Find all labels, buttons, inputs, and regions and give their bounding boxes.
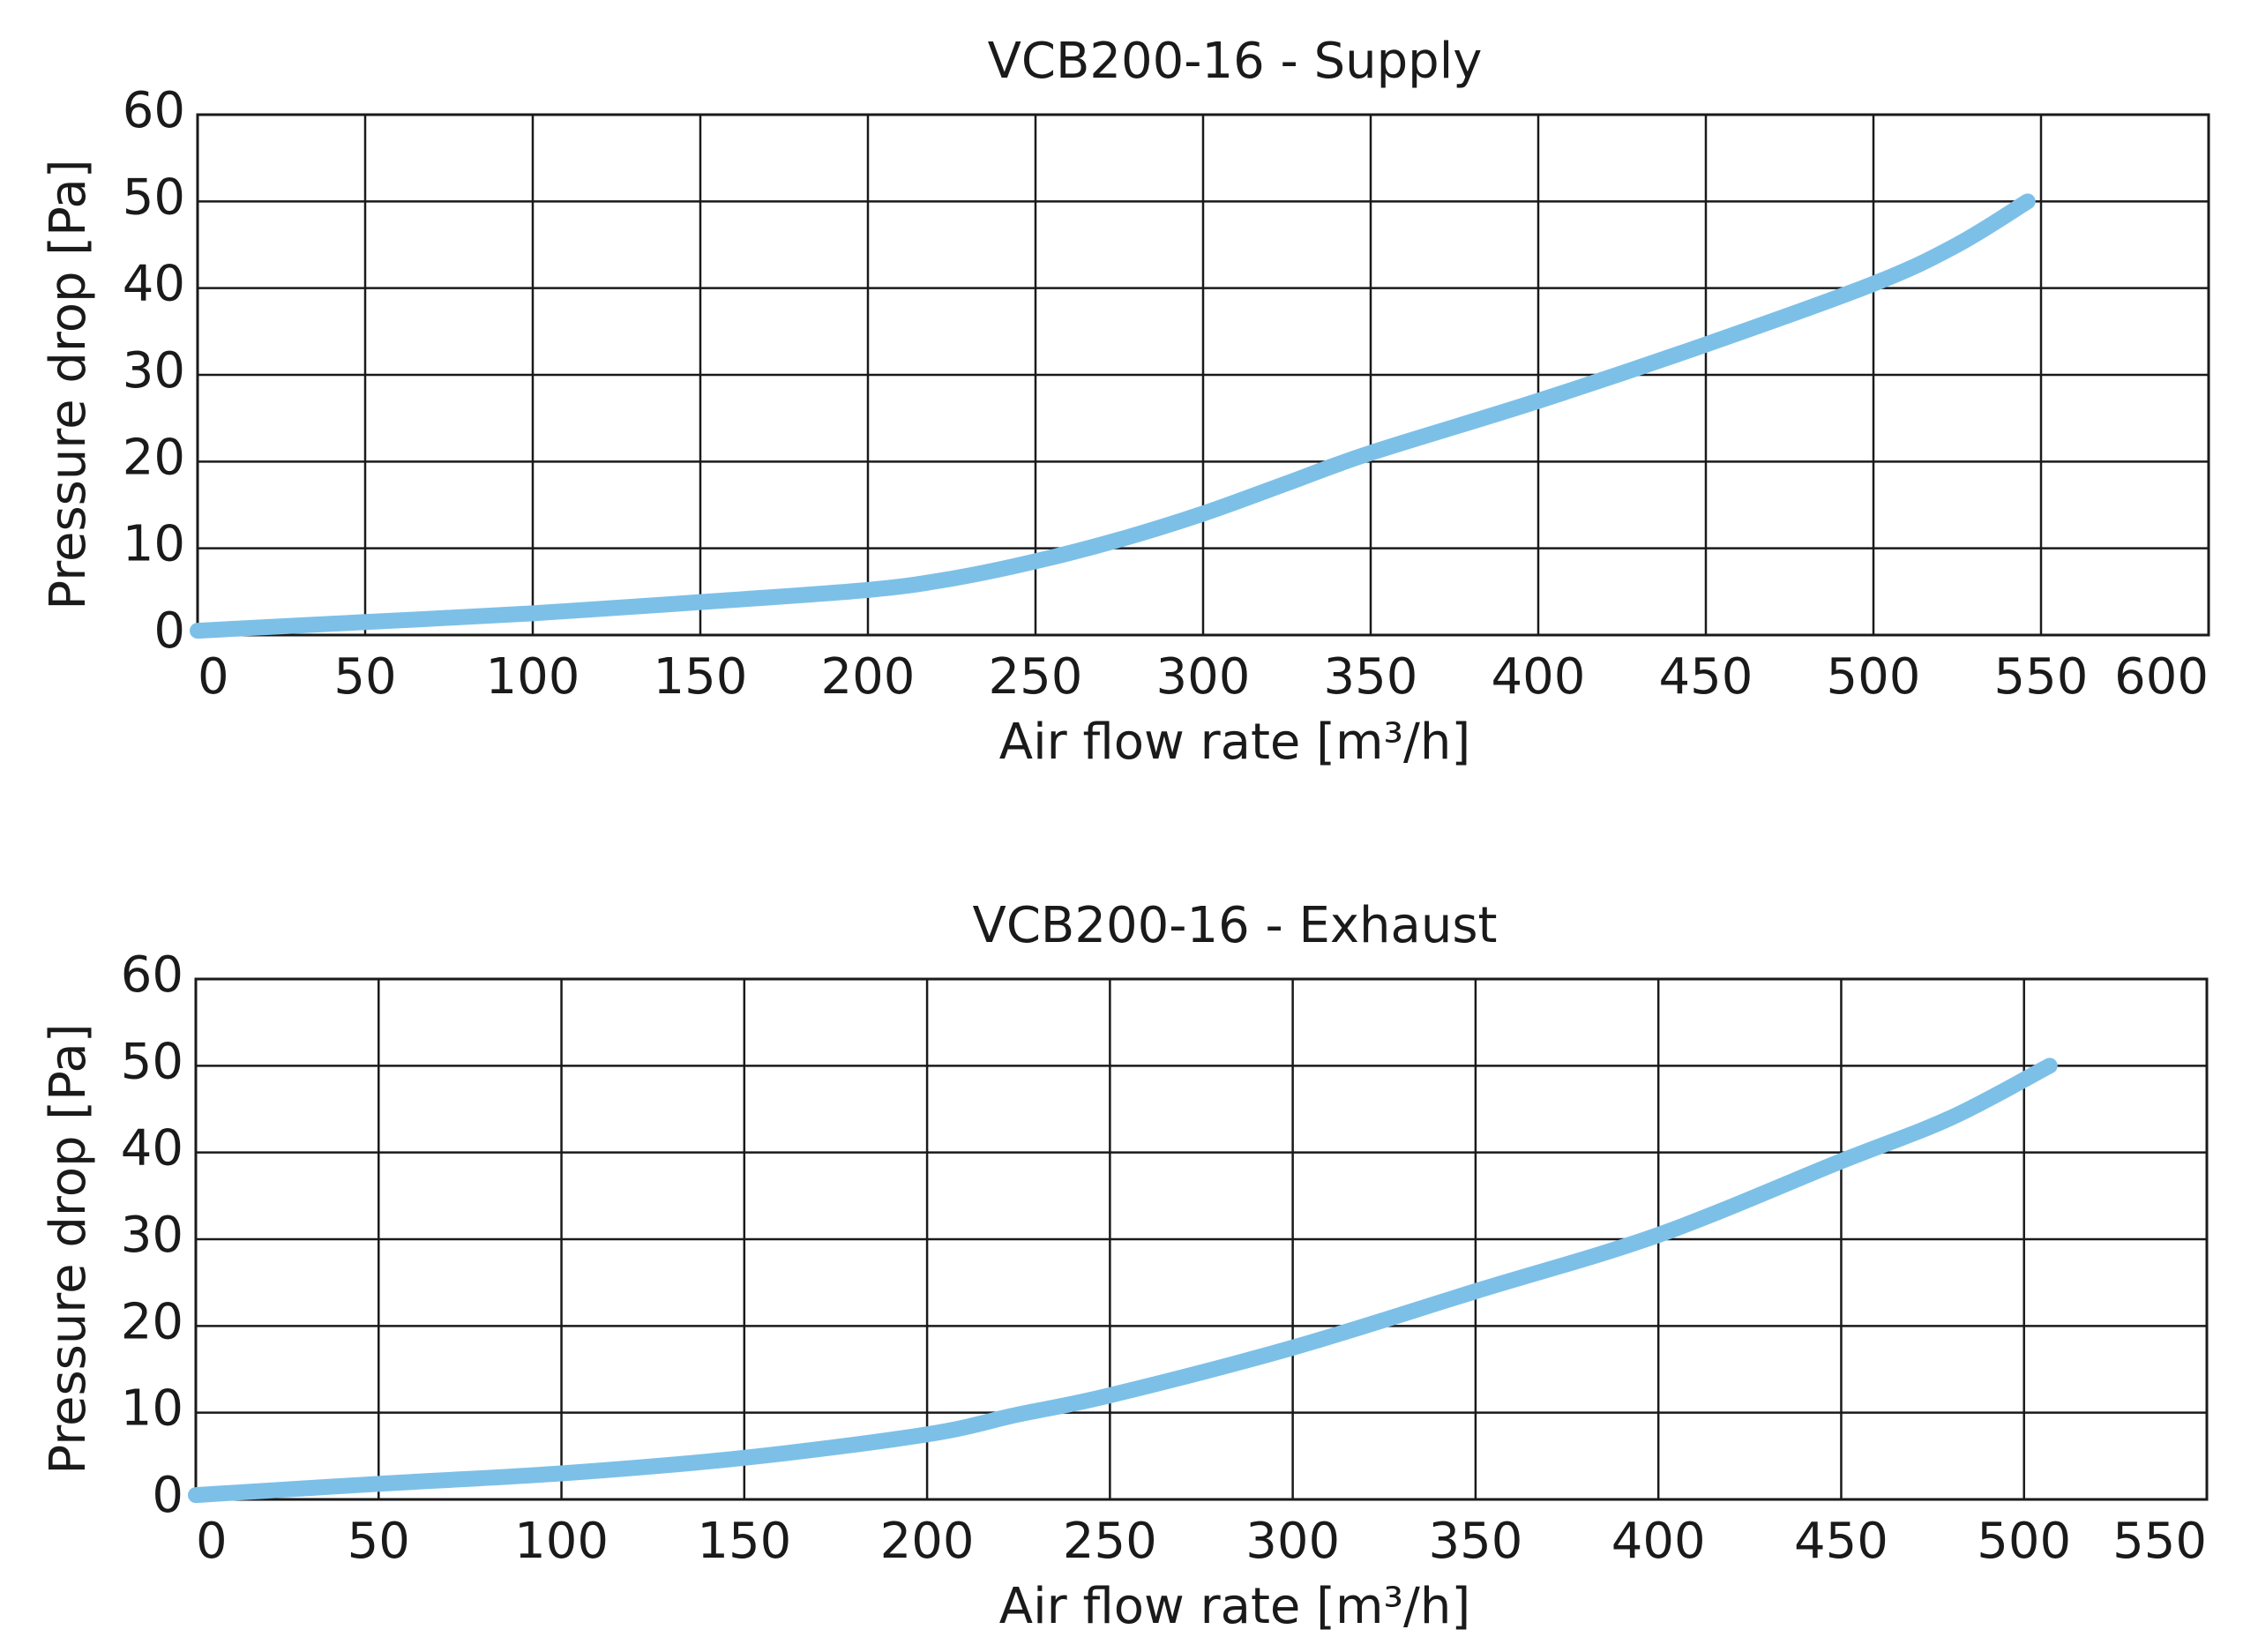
x-tick-label: 400 bbox=[1611, 1513, 1706, 1570]
y-tick-label: 30 bbox=[123, 342, 185, 400]
y-tick-label: 40 bbox=[121, 1120, 183, 1177]
y-axis-label: Pressure drop [Pa] bbox=[40, 159, 97, 609]
y-tick-label: 0 bbox=[153, 602, 185, 660]
chart-supply: VCB200-16 - Supply Air flow rate [m³/h] … bbox=[0, 0, 2258, 794]
x-tick-label: 0 bbox=[198, 648, 229, 706]
x-tick-label: 150 bbox=[697, 1513, 791, 1570]
chart-title: VCB200-16 - Exhaust bbox=[973, 897, 1498, 954]
plot-frame bbox=[196, 113, 2210, 637]
y-tick-label: 20 bbox=[121, 1293, 183, 1350]
y-tick-label: 50 bbox=[123, 168, 185, 226]
x-tick-label: 350 bbox=[1428, 1513, 1522, 1570]
y-tick-label: 60 bbox=[123, 82, 185, 139]
data-line bbox=[188, 1058, 2058, 1504]
x-axis-label: Air flow rate [m³/h] bbox=[999, 714, 1470, 771]
y-tick-label: 10 bbox=[123, 516, 185, 573]
x-tick-label: 300 bbox=[1245, 1513, 1340, 1570]
x-tick-label: 350 bbox=[1324, 648, 1418, 706]
chart-supply-svg: VCB200-16 - Supply Air flow rate [m³/h] … bbox=[40, 33, 2210, 771]
plot-frame bbox=[194, 977, 2209, 1501]
x-tick-label: 250 bbox=[989, 648, 1083, 706]
chart-title: VCB200-16 - Supply bbox=[988, 33, 1483, 90]
x-tick-label: 500 bbox=[1977, 1513, 2071, 1570]
x-tick-label: 450 bbox=[1794, 1513, 1888, 1570]
x-tick-label: 100 bbox=[486, 648, 580, 706]
x-tick-label: 550 bbox=[2112, 1513, 2207, 1570]
x-tick-label: 200 bbox=[821, 648, 916, 706]
x-tick-label: 250 bbox=[1063, 1513, 1157, 1570]
x-tick-label: 200 bbox=[880, 1513, 975, 1570]
y-tick-label: 50 bbox=[121, 1033, 183, 1090]
y-tick-label: 10 bbox=[121, 1380, 183, 1438]
x-tick-label: 500 bbox=[1827, 648, 1921, 706]
x-tick-label: 450 bbox=[1659, 648, 1753, 706]
y-axis-label: Pressure drop [Pa] bbox=[40, 1023, 97, 1474]
chart-exhaust-svg: VCB200-16 - Exhaust Air flow rate [m³/h]… bbox=[40, 897, 2209, 1635]
y-tick-label: 20 bbox=[123, 429, 185, 486]
y-tick-label: 40 bbox=[123, 256, 185, 313]
data-line bbox=[190, 193, 2036, 639]
x-axis-label: Air flow rate [m³/h] bbox=[999, 1578, 1470, 1635]
chart-exhaust: VCB200-16 - Exhaust Air flow rate [m³/h]… bbox=[0, 864, 2258, 1652]
x-tick-label: 150 bbox=[654, 648, 748, 706]
y-tick-label: 60 bbox=[121, 946, 183, 1004]
x-tick-label: 50 bbox=[333, 648, 396, 706]
y-tick-label: 0 bbox=[152, 1467, 183, 1524]
x-tick-label: 400 bbox=[1492, 648, 1586, 706]
x-tick-label: 0 bbox=[196, 1513, 228, 1570]
x-tick-label: 100 bbox=[514, 1513, 609, 1570]
x-tick-label: 50 bbox=[348, 1513, 410, 1570]
x-tick-label: 550 bbox=[1994, 648, 2089, 706]
y-tick-label: 30 bbox=[121, 1207, 183, 1264]
x-tick-label: 300 bbox=[1156, 648, 1251, 706]
x-tick-label: 600 bbox=[2114, 648, 2209, 706]
